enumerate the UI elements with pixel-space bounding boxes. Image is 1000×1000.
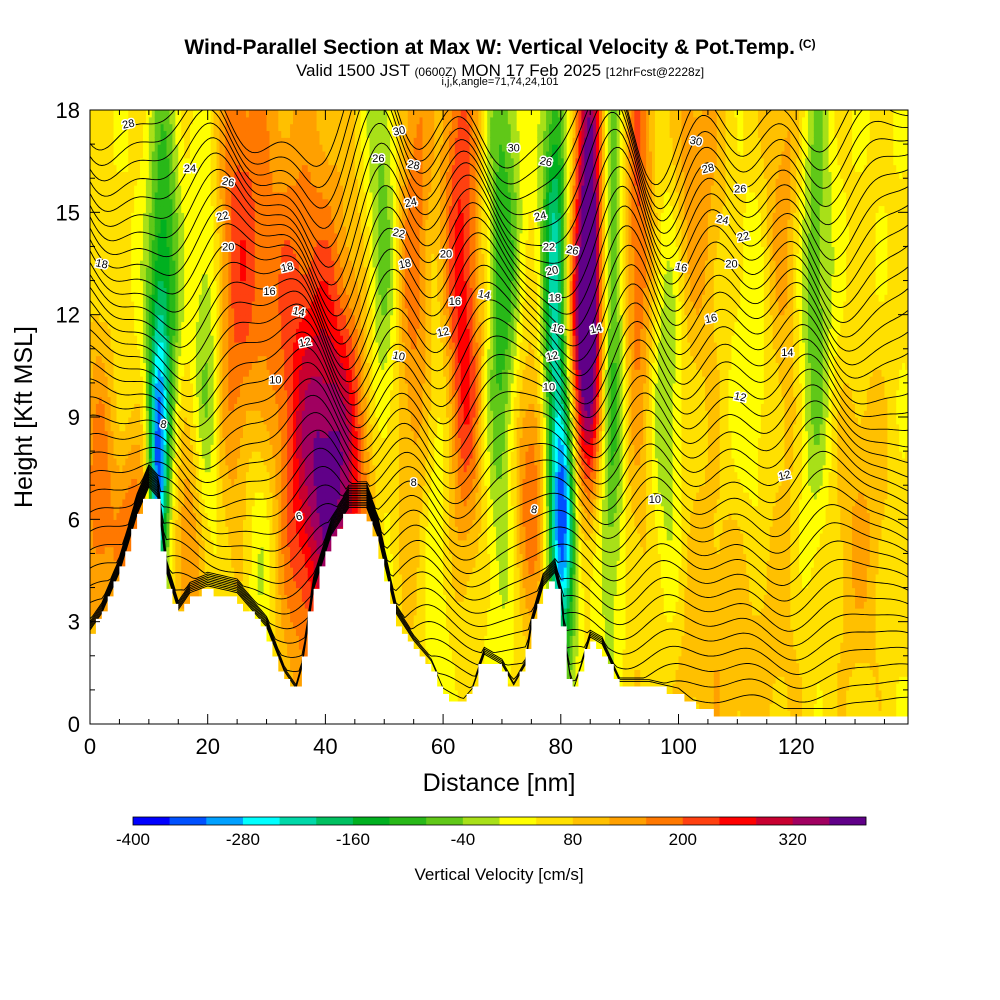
velocity-cell: [99, 103, 103, 110]
velocity-cell: [96, 103, 100, 110]
velocity-cell: [119, 103, 123, 110]
velocity-cell: [134, 103, 138, 110]
velocity-cell: [114, 103, 118, 110]
velocity-cell: [102, 103, 106, 110]
velocity-cell: [131, 103, 135, 110]
velocity-cell: [93, 103, 97, 110]
velocity-cell: [143, 103, 147, 110]
velocity-cell: [125, 103, 129, 110]
velocity-cell: [105, 103, 109, 110]
velocity-cell: [158, 103, 162, 110]
velocity-cell: [128, 103, 132, 110]
velocity-cell: [152, 103, 156, 110]
velocity-cell: [108, 103, 112, 110]
velocity-cell: [111, 103, 115, 110]
velocity-cell: [161, 103, 165, 110]
cross-section-chart: 282426222018 1816141210868101216 141820222…: [0, 0, 1000, 1000]
velocity-cell: [155, 103, 159, 110]
velocity-cell: [137, 103, 141, 110]
velocity-cell: [169, 103, 173, 110]
velocity-cell: [149, 103, 153, 110]
velocity-cell: [140, 103, 144, 110]
velocity-cell: [164, 103, 168, 110]
velocity-cell: [90, 103, 94, 110]
velocity-cell: [167, 103, 171, 110]
velocity-cell: [122, 103, 126, 110]
velocity-cell: [116, 103, 120, 110]
velocity-cell: [146, 103, 150, 110]
